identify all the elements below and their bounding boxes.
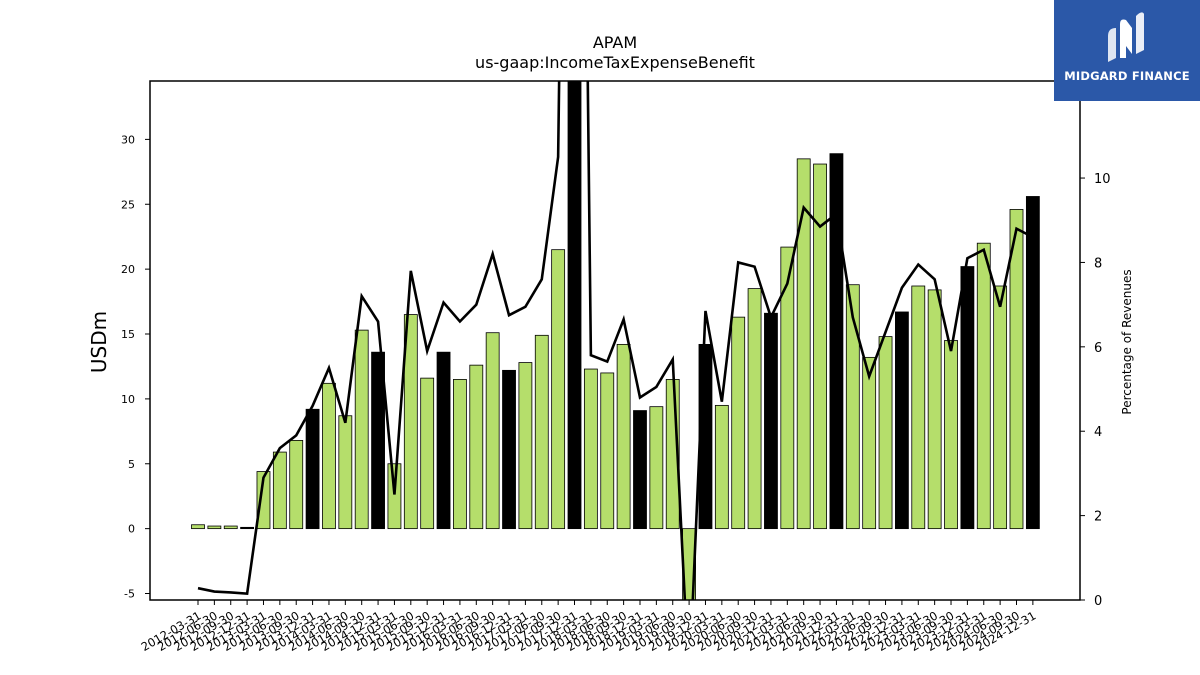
bar-2022-12-31 [895, 311, 909, 530]
bar-2017-03-31 [518, 362, 533, 530]
bar-2020-06-30 [731, 316, 746, 530]
y2-tick-label: 6 [1094, 341, 1102, 356]
y-tick-label: 20 [121, 263, 135, 276]
bar-2015-06-30 [403, 314, 418, 530]
bar-2012-09-30 [223, 525, 238, 530]
chart-subtitle: us-gaap:IncomeTaxExpenseBenefit [475, 53, 755, 72]
bar-2013-09-30 [289, 440, 304, 530]
right-axis: 024681012 [1080, 88, 1111, 609]
percentage-line [197, 81, 1034, 600]
y-tick-label: 25 [121, 198, 135, 211]
x-axis: 2012-03-312012-06-302012-09-302012-12-31… [139, 600, 1038, 654]
logo-text: MIDGARD FINANCE [1064, 69, 1190, 83]
bar-2016-03-31 [453, 379, 467, 530]
bar-2020-12-31 [764, 312, 778, 530]
bar-2024-09-30 [1009, 209, 1024, 530]
plot-content [191, 81, 1040, 600]
bar-2012-03-31 [191, 524, 205, 530]
bar-2022-06-30 [862, 356, 877, 530]
bar-2024-06-30 [993, 285, 1008, 530]
y-axis-label: USDm [87, 311, 111, 373]
y-tick-label: 15 [121, 328, 135, 341]
y2-axis-label: Percentage of Revenues [1120, 269, 1134, 414]
bar-2023-09-30 [944, 340, 958, 530]
bar-2012-06-30 [207, 525, 222, 530]
midgard-finance-logo: MIDGARD FINANCE [1054, 0, 1200, 101]
bar-2021-06-30 [796, 158, 811, 530]
y2-tick-label: 8 [1094, 256, 1102, 271]
plot-frame [149, 80, 1081, 601]
bar-2017-12-31 [567, 81, 582, 530]
chart-title: APAM [593, 33, 637, 52]
y-tick-label: 30 [121, 133, 135, 146]
bar-2014-09-30 [354, 329, 369, 530]
bar-2023-12-31 [960, 266, 975, 530]
y2-tick-label: 4 [1094, 425, 1102, 440]
bar-2014-06-30 [338, 415, 353, 530]
bar-2013-03-31 [256, 471, 271, 530]
left-axis: -5 0 5 10 15 20 25 30 [121, 133, 150, 601]
bar-2023-03-31 [911, 285, 926, 530]
bar-2013-12-31 [305, 408, 320, 530]
bar-2017-09-30 [551, 249, 566, 530]
bar-2016-09-30 [485, 332, 500, 530]
bar-2018-09-30 [616, 343, 631, 530]
bar-2015-09-30 [420, 377, 435, 530]
bar-2016-06-30 [469, 364, 484, 530]
bar-2021-12-31 [829, 153, 844, 530]
bar-2014-12-31 [371, 351, 385, 530]
bar-2022-03-31 [845, 284, 860, 530]
y-tick-label: -5 [124, 588, 135, 601]
y-tick-label: 10 [121, 393, 135, 406]
bar-2020-09-30 [747, 288, 762, 530]
bar-2021-03-31 [780, 246, 795, 530]
bar-2017-06-30 [534, 334, 549, 530]
bar-2020-03-31 [714, 404, 729, 530]
bar-2019-03-31 [649, 406, 664, 530]
bar-2022-09-30 [878, 336, 893, 530]
bar-2018-06-30 [600, 372, 615, 530]
bar-2024-12-31 [1025, 196, 1040, 530]
y-tick-label: 5 [128, 458, 135, 471]
y2-tick-label: 2 [1094, 510, 1102, 525]
bar-2014-03-31 [322, 382, 336, 530]
bar-2016-12-31 [502, 369, 516, 530]
bar-2018-03-31 [583, 368, 598, 530]
bar-2023-06-30 [927, 289, 942, 530]
bar-2015-12-31 [436, 351, 451, 530]
bar-2021-09-30 [813, 163, 827, 530]
y2-tick-label: 10 [1094, 172, 1111, 187]
midgard-logo-icon [1108, 12, 1144, 62]
bar-2015-03-31 [387, 463, 402, 530]
bar-2024-03-31 [976, 242, 991, 530]
bar-2012-12-31 [240, 526, 255, 530]
y2-tick-label: 0 [1094, 594, 1102, 609]
bar-2018-12-31 [633, 410, 647, 530]
bar-2013-06-30 [272, 451, 287, 530]
y-tick-label: 0 [128, 523, 135, 536]
